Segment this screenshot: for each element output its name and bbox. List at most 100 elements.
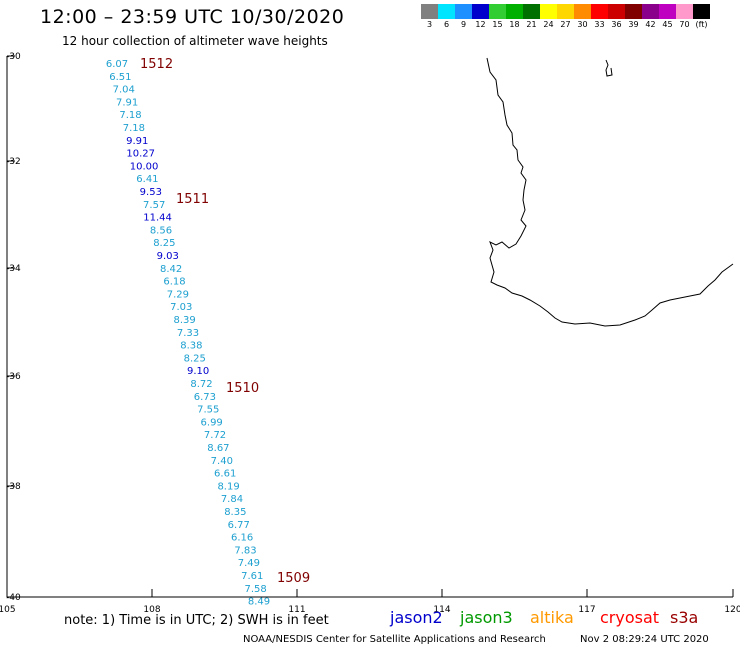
legend-swatch (693, 4, 710, 19)
legend-swatch (574, 4, 591, 19)
legend-swatch (438, 4, 455, 19)
legend-swatch (489, 4, 506, 19)
wave-height-label: 7.03 (170, 302, 192, 313)
satellite-label: jason2 (390, 608, 443, 627)
lat-tick-label: -36 (6, 372, 21, 382)
wave-height-label: 7.49 (238, 558, 260, 569)
wave-height-label: 10.00 (130, 161, 159, 172)
legend-swatch (608, 4, 625, 19)
time-label: 1511 (176, 192, 209, 207)
lon-tick-label: 105 (0, 605, 16, 615)
wave-height-label: 7.83 (234, 545, 256, 556)
wave-height-label: 7.18 (123, 123, 145, 134)
wave-height-label: 7.40 (211, 456, 233, 467)
legend-label: 3 (426, 20, 433, 29)
latitude-ticks: -30 -32 -34 -36 -38 -40 (6, 52, 21, 603)
legend-swatch (659, 4, 676, 19)
wave-height-label: 8.25 (153, 238, 175, 249)
legend-swatch (642, 4, 659, 19)
legend-swatches (421, 4, 710, 19)
lon-tick-label: 108 (143, 605, 160, 615)
footer-note: note: 1) Time is in UTC; 2) SWH is in fe… (64, 613, 329, 628)
lat-tick-label: -30 (6, 52, 21, 62)
wave-height-label: 7.61 (241, 571, 263, 582)
time-label: 1510 (226, 381, 259, 396)
legend-label: 45 (662, 20, 673, 29)
wave-height-label: 6.61 (214, 469, 236, 480)
wave-height-label: 9.53 (140, 187, 162, 198)
legend-swatch (506, 4, 523, 19)
legend-label: 15 (492, 20, 503, 29)
wave-height-label: 8.25 (184, 353, 206, 364)
wave-height-label: 8.35 (224, 507, 246, 518)
lat-tick-label: -32 (6, 157, 21, 167)
page-title: 12:00 – 23:59 UTC 10/30/2020 (40, 6, 345, 28)
legend-swatch (540, 4, 557, 19)
lat-tick-label: -40 (6, 593, 21, 603)
wave-height-label: 7.57 (143, 200, 165, 211)
wave-height-label: 7.58 (244, 584, 266, 595)
wave-height-label: 7.29 (167, 289, 189, 300)
wave-height-label: 6.73 (194, 392, 216, 403)
wave-height-label: 7.72 (204, 430, 226, 441)
wave-height-label: 8.72 (190, 379, 212, 390)
legend-label: 36 (611, 20, 622, 29)
wave-height-label: 11.44 (143, 213, 172, 224)
wave-height-label: 6.07 (106, 59, 128, 70)
wave-height-label: 7.18 (119, 110, 141, 121)
satellite-label: s3a (670, 608, 699, 627)
time-label: 1512 (140, 57, 173, 72)
lon-tick-label: 117 (578, 605, 595, 615)
legend-swatch (472, 4, 489, 19)
legend-label: 9 (460, 20, 467, 29)
lat-tick-label: -38 (6, 482, 21, 492)
page-subtitle: 12 hour collection of altimeter wave hei… (62, 34, 328, 48)
wave-height-label: 8.67 (207, 443, 229, 454)
legend-label: (ft) (695, 20, 708, 29)
lon-tick-label: 120 (724, 605, 740, 615)
legend-labels: 3 6 9 12 15 18 21 24 27 30 33 36 39 42 45 70 (ft) (421, 20, 710, 29)
time-labels: 1512 1511 1510 1509 (140, 57, 310, 586)
legend-swatch (455, 4, 472, 19)
wave-height-label: 7.91 (116, 97, 138, 108)
legend-swatch (676, 4, 693, 19)
wave-height-label: 8.38 (180, 341, 202, 352)
wave-height-label: 8.49 (248, 597, 270, 608)
wave-height-label: 7.04 (113, 85, 135, 96)
wave-height-label: 9.10 (187, 366, 209, 377)
longitude-ticks: 105 108 111 114 117 120 (0, 589, 740, 615)
legend-label: 30 (577, 20, 588, 29)
time-label: 1509 (277, 571, 310, 586)
legend-label: 27 (560, 20, 571, 29)
wave-height-label: 6.41 (136, 174, 158, 185)
lat-tick-label: -34 (6, 264, 21, 274)
wave-height-label: 6.16 (231, 533, 253, 544)
lon-tick-label: 114 (433, 605, 450, 615)
legend-label: 33 (594, 20, 605, 29)
wave-height-label: 8.42 (160, 264, 182, 275)
satellite-label: cryosat (600, 608, 660, 627)
wave-height-label: 9.91 (126, 136, 148, 147)
wave-height-label: 6.51 (109, 72, 131, 83)
legend-label: 18 (509, 20, 520, 29)
timestamp: Nov 2 08:29:24 UTC 2020 (580, 634, 709, 645)
wave-height-label: 6.99 (201, 417, 223, 428)
wave-height-label: 8.19 (217, 481, 239, 492)
legend-label: 6 (443, 20, 450, 29)
legend-swatch (557, 4, 574, 19)
legend-swatch (625, 4, 642, 19)
wave-height-label: 8.39 (173, 315, 195, 326)
legend-swatch (523, 4, 540, 19)
coastline-island (605, 59, 613, 77)
wave-height-label: 7.84 (221, 494, 243, 505)
lon-tick-label: 111 (288, 605, 305, 615)
satellite-label: jason3 (460, 608, 513, 627)
wave-height-label: 9.03 (157, 251, 179, 262)
legend-label: 39 (628, 20, 639, 29)
legend-swatch (591, 4, 608, 19)
color-legend: 3 6 9 12 15 18 21 24 27 30 33 36 39 42 45 70 (ft) (421, 4, 710, 29)
wave-height-label: 10.27 (126, 149, 155, 160)
legend-label: 42 (645, 20, 656, 29)
